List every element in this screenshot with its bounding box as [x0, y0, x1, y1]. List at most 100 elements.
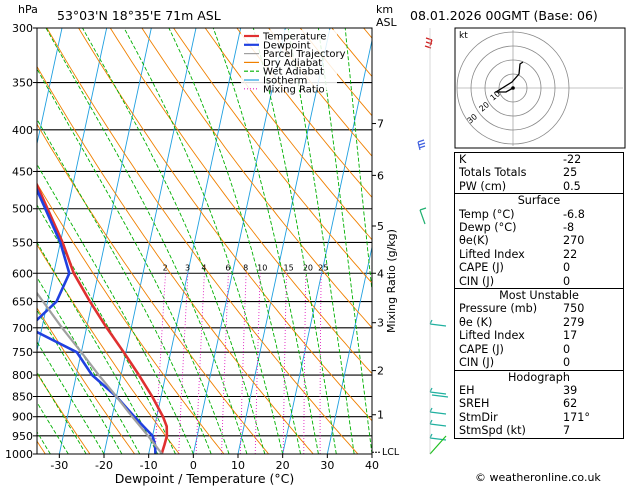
index-row: K -22 — [454, 152, 624, 167]
pressure-label: 300 — [12, 22, 33, 35]
index-row: Pressure (mb) 750 — [454, 302, 624, 316]
asl-label: ASL — [376, 16, 397, 29]
wet-adiabat — [212, 28, 319, 454]
pressure-label: 550 — [12, 236, 33, 249]
isotherm — [282, 38, 372, 454]
mixing-ratio-line — [221, 273, 229, 454]
index-row: Totals Totals 25 — [454, 166, 624, 180]
index-value: 750 — [557, 302, 624, 316]
temp-label: 0 — [190, 459, 197, 472]
date-label: 08.01.2026 00GMT (Base: 06) — [410, 8, 598, 23]
section-title: Surface — [454, 193, 624, 208]
axis-layer: 2 3 4 6 8 10 15 20 25300350400450500550600650700… — [5, 22, 400, 486]
km-label: 5 — [377, 220, 384, 233]
pressure-label: 500 — [12, 203, 33, 216]
pressure-label: 900 — [12, 411, 33, 424]
temp-label: -30 — [50, 459, 68, 472]
mixing-ratio-line — [239, 273, 247, 454]
dry-adiabat — [173, 28, 372, 284]
lcl-label: LCL — [382, 447, 400, 458]
mixing-ratio-label: 15 — [284, 263, 294, 272]
legend-label: Dry Adiabat — [263, 58, 322, 69]
index-key: Temp (°C) — [454, 207, 557, 222]
index-value: 17 — [557, 329, 624, 343]
index-value: 279 — [557, 315, 624, 330]
isotherm — [237, 28, 331, 454]
dry-adiabat — [37, 182, 225, 454]
mixing-ratio-label: 2 — [163, 263, 168, 272]
temp-label: 10 — [231, 459, 245, 472]
index-value: -6.8 — [557, 207, 624, 222]
dry-adiabat — [37, 307, 135, 454]
mixing-ratio-label: 4 — [201, 263, 206, 272]
section-title: Hodograph — [454, 369, 624, 384]
wet-adiabat — [37, 118, 212, 454]
wet-adiabat — [168, 28, 301, 454]
index-key: EH — [454, 383, 557, 398]
index-value: 171° — [557, 410, 624, 425]
pressure-label: 950 — [12, 430, 33, 443]
header: hPa 53°03'N 18°35'E 71m ASL km ASL 08.01… — [0, 0, 629, 29]
index-key: PW (cm) — [454, 179, 557, 194]
dry-adiabat — [141, 28, 372, 329]
mixing-ratio-label: 20 — [303, 263, 313, 272]
pressure-label: 400 — [12, 124, 33, 137]
mixing-ratio-label: 25 — [318, 263, 328, 272]
wet-adiabat — [37, 204, 176, 454]
wet-adiabat — [37, 371, 87, 454]
wind-barb — [424, 37, 433, 49]
footer-credit: © weatheronline.co.uk — [475, 471, 601, 484]
mixing-ratio-label: 10 — [257, 263, 267, 272]
index-row: Lifted Index 22 — [454, 247, 624, 262]
index-key: Lifted Index — [454, 329, 557, 343]
isotherm — [192, 28, 286, 454]
legend-label: Parcel Trajectory — [263, 49, 346, 60]
index-row: Temp (°C) -6.8 — [454, 207, 624, 222]
index-key: CAPE (J) — [454, 261, 557, 275]
wet-adiabat — [37, 341, 105, 454]
pressure-label: 450 — [12, 165, 33, 178]
dry-adiabat — [236, 28, 372, 199]
wet-adiabat — [252, 28, 337, 454]
pressure-label: 700 — [12, 322, 33, 335]
mixing-ratio-line — [319, 273, 322, 454]
section-header: Hodograph — [454, 369, 624, 384]
km-label: 2 — [377, 365, 384, 378]
wind-barb — [419, 207, 427, 225]
km-label: 6 — [377, 169, 384, 182]
mixing-ratio-line — [282, 273, 287, 454]
km-label: 4 — [377, 267, 384, 280]
index-value: 0.5 — [557, 179, 624, 194]
legend-label: Temperature — [262, 32, 326, 43]
wind-barbs — [417, 28, 449, 455]
dry-adiabat — [268, 28, 372, 157]
mixing-ratio-line — [195, 273, 205, 454]
mixing-ratio-label: 3 — [185, 263, 190, 272]
hodograph: kt 10 20 30 — [454, 27, 626, 149]
wet-adiabat — [37, 67, 230, 454]
legend-label: Mixing Ratio — [263, 84, 325, 95]
section-title: Most Unstable — [454, 288, 624, 303]
index-key: θe (K) — [454, 315, 557, 330]
index-value: -8 — [557, 221, 624, 235]
temp-label: 20 — [276, 459, 290, 472]
index-value: 39 — [557, 383, 624, 398]
index-key: Pressure (mb) — [454, 302, 557, 316]
index-value: 0 — [557, 342, 624, 357]
index-key: CIN (J) — [454, 274, 557, 289]
hodograph-unit: kt — [459, 31, 468, 41]
section-header: Surface — [454, 193, 624, 208]
dry-adiabat — [37, 372, 91, 454]
index-key: SREH — [454, 397, 557, 411]
mixing-ratio-line — [303, 273, 307, 454]
index-row: Lifted Index 17 — [454, 329, 624, 343]
index-key: K — [454, 152, 557, 167]
wet-adiabat — [317, 28, 372, 454]
dry-adiabat — [109, 28, 372, 375]
x-axis-title: Dewpoint / Temperature (°C) — [115, 471, 294, 486]
temp-label: 30 — [320, 459, 334, 472]
isotherm — [326, 245, 372, 454]
index-value: 22 — [557, 247, 624, 262]
section-header: Most Unstable — [454, 288, 624, 303]
parcel-trajectory-line — [37, 291, 163, 454]
